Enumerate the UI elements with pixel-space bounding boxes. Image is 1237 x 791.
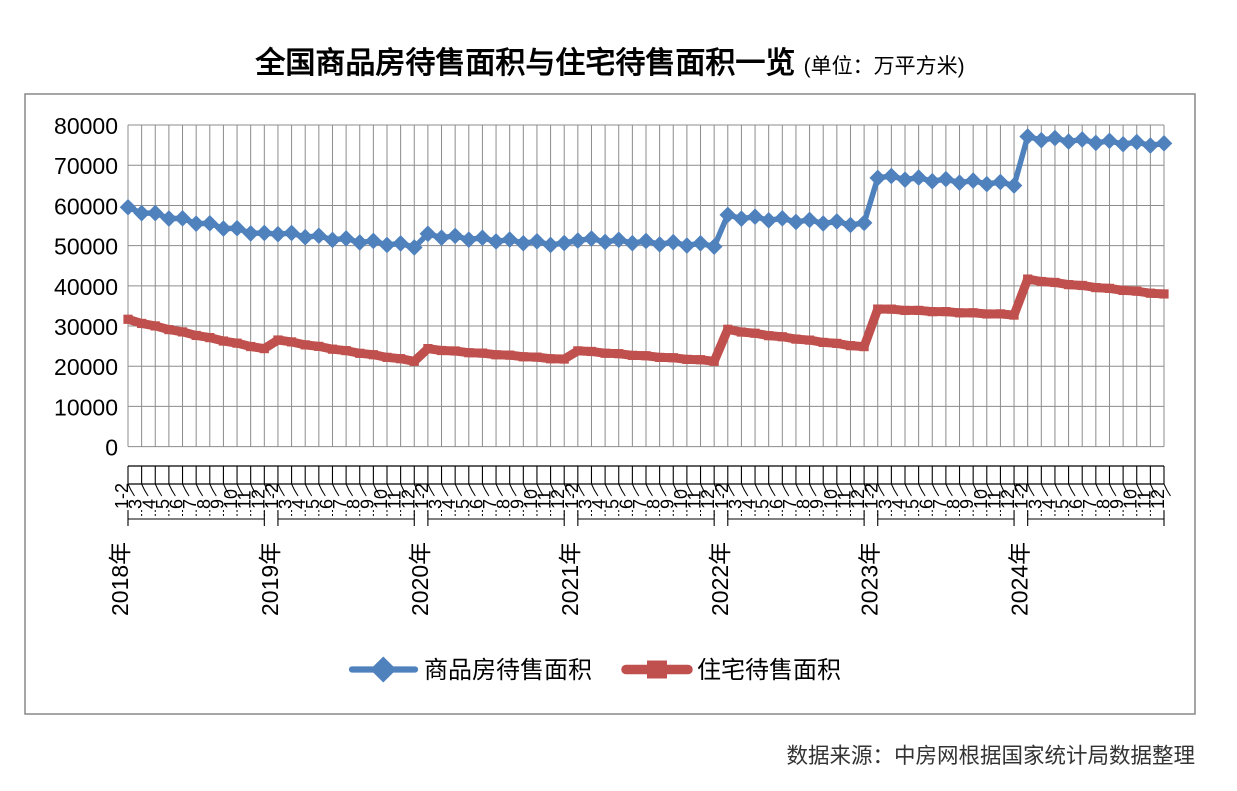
- svg-text:2022年: 2022年: [707, 542, 733, 616]
- svg-text:10000: 10000: [54, 394, 118, 420]
- svg-text:40000: 40000: [54, 274, 118, 300]
- svg-text:2020年: 2020年: [407, 542, 433, 616]
- svg-text:60000: 60000: [54, 193, 118, 219]
- svg-text:2021年: 2021年: [557, 542, 583, 616]
- svg-text:0: 0: [105, 435, 118, 461]
- svg-text:2019年: 2019年: [257, 542, 283, 616]
- svg-text:住宅待售面积: 住宅待售面积: [697, 657, 841, 684]
- svg-text:12: 12: [1148, 489, 1168, 509]
- svg-text:2023年: 2023年: [857, 542, 883, 616]
- svg-text:70000: 70000: [54, 153, 118, 179]
- svg-text:数据来源：中房网根据国家统计局数据整理: 数据来源：中房网根据国家统计局数据整理: [786, 744, 1195, 768]
- svg-text:2018年: 2018年: [107, 542, 133, 616]
- svg-text:商品房待售面积: 商品房待售面积: [424, 657, 592, 684]
- svg-text:20000: 20000: [54, 354, 118, 380]
- svg-text:2024年: 2024年: [1007, 542, 1033, 616]
- svg-text:30000: 30000: [54, 314, 118, 340]
- svg-text:50000: 50000: [54, 234, 118, 260]
- svg-text:80000: 80000: [54, 113, 118, 139]
